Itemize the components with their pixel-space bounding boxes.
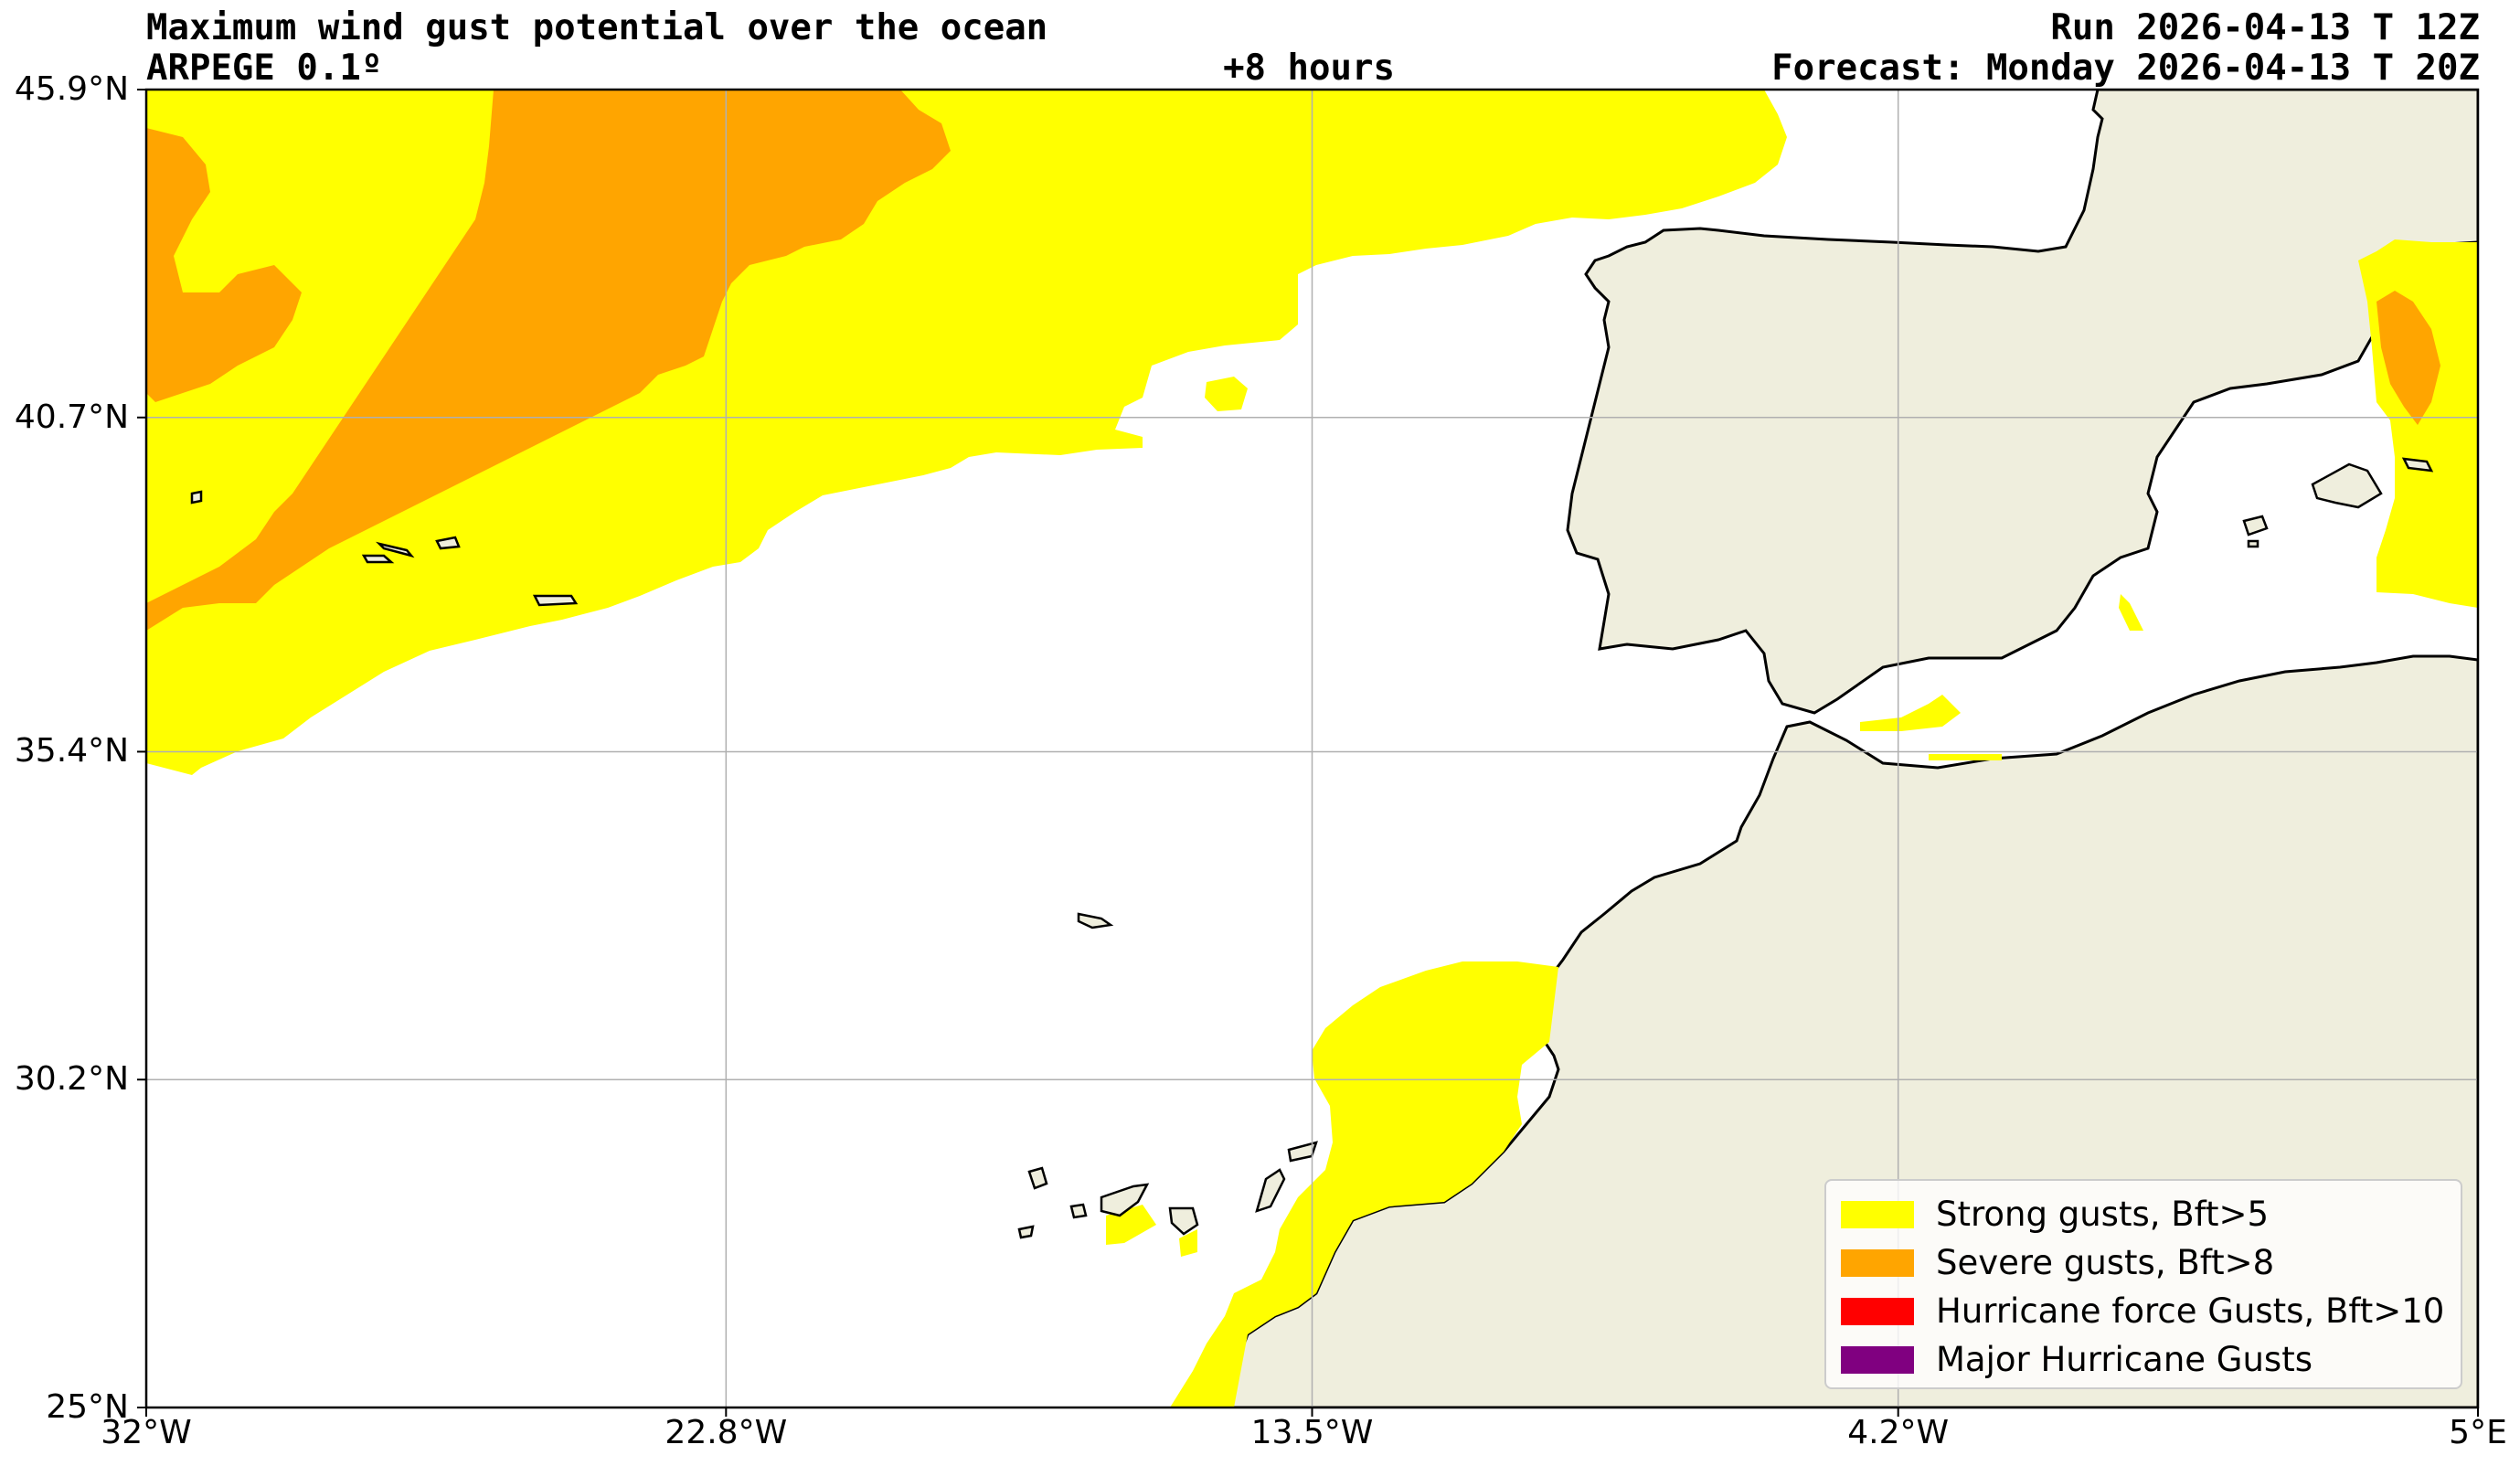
lon-label-3: 4.2°W — [1847, 1414, 1950, 1451]
island-canary-2 — [1100, 1183, 1150, 1217]
island-azores-4 — [532, 594, 579, 607]
lon-label-1: 22.8°W — [665, 1414, 788, 1451]
map-title: Maximum wind gust potential over the oce… — [146, 7, 1048, 48]
island-azores-3 — [361, 554, 395, 564]
legend-label-major: Major Hurricane Gusts — [1936, 1340, 2313, 1379]
forecast-label: Forecast: Monday 2026-04-13 T 20Z — [1771, 48, 2480, 89]
island-menorca — [2401, 457, 2434, 473]
legend-swatch-severe — [1841, 1249, 1914, 1277]
legend-label-hurricane: Hurricane force Gusts, Bft>10 — [1936, 1291, 2445, 1331]
severe-gusts-atlantic-west — [146, 128, 302, 402]
lat-label-4: 25°N — [46, 1388, 129, 1426]
strong-gusts-canaries-morocco — [1170, 961, 1558, 1408]
island-azores-1 — [376, 541, 415, 558]
severe-gusts-atlantic — [146, 90, 951, 631]
lat-label-2: 35.4°N — [14, 732, 129, 770]
legend-item-strong: Strong gusts, Bft>5 — [1826, 1190, 2461, 1238]
lon-label-2: 13.5°W — [1250, 1414, 1374, 1451]
legend-item-severe: Severe gusts, Bft>8 — [1826, 1238, 2461, 1286]
legend-label-severe: Severe gusts, Bft>8 — [1936, 1243, 2275, 1282]
legend: Strong gusts, Bft>5 Severe gusts, Bft>8 … — [1824, 1179, 2462, 1389]
run-label: Run 2026-04-13 T 12Z — [2050, 7, 2480, 48]
strong-gusts-balearic — [1205, 377, 1248, 411]
strong-gusts-algeria-coast — [2119, 594, 2143, 631]
island-small-med — [2247, 539, 2259, 548]
island-azores-5 — [190, 490, 203, 505]
island-canary-7 — [1017, 1225, 1035, 1239]
lat-label-1: 40.7°N — [14, 398, 129, 436]
map-ticks — [137, 89, 2479, 1417]
land-iberia-france — [1566, 90, 2478, 715]
island-madeira — [1077, 912, 1114, 930]
lead-time-label: +8 hours — [1223, 48, 1395, 89]
legend-item-hurricane: Hurricane force Gusts, Bft>10 — [1826, 1287, 2461, 1334]
island-canary-1 — [1027, 1166, 1048, 1190]
lat-label-0: 45.9°N — [14, 70, 129, 108]
map-gridlines — [146, 90, 2478, 1408]
legend-swatch-hurricane — [1841, 1298, 1914, 1325]
legend-item-major: Major Hurricane Gusts — [1826, 1335, 2461, 1383]
model-label: ARPEGE 0.1º — [146, 48, 383, 89]
lat-label-3: 30.2°N — [14, 1060, 129, 1099]
lon-label-4: 5°E — [2449, 1414, 2507, 1451]
island-mallorca — [2311, 462, 2383, 509]
island-canary-3 — [1168, 1206, 1199, 1236]
island-azores-2 — [435, 536, 461, 550]
strong-gusts-alboran — [1860, 695, 1961, 731]
severe-gusts-corsica — [2376, 291, 2440, 425]
strong-gusts-canaries-patch-2 — [1179, 1229, 1197, 1257]
island-ibiza — [2242, 515, 2269, 536]
island-canary-4 — [1255, 1168, 1286, 1213]
lon-label-0: 32°W — [101, 1414, 192, 1451]
legend-label-strong: Strong gusts, Bft>5 — [1936, 1195, 2270, 1234]
island-canary-6 — [1069, 1203, 1088, 1219]
legend-swatch-major — [1841, 1346, 1914, 1374]
strong-gusts-alboran-2 — [1929, 754, 2002, 760]
legend-swatch-strong — [1841, 1201, 1914, 1228]
